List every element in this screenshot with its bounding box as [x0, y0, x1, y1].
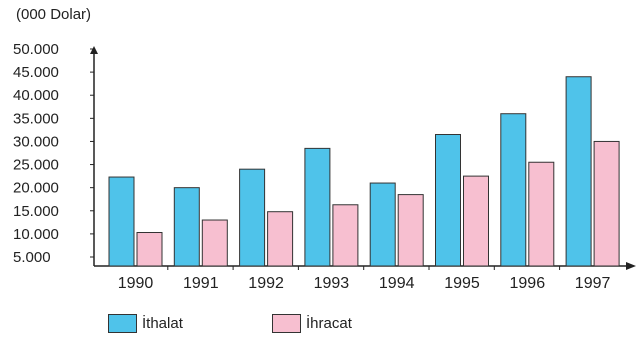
- y-unit-label: (000 Dolar): [16, 6, 92, 23]
- x-tick-label: 1991: [183, 275, 219, 292]
- x-axis-arrow: [626, 262, 636, 270]
- legend-item-ihracat: İhracat: [272, 314, 352, 333]
- x-tick-label: 1996: [510, 275, 546, 292]
- legend-item-ithalat: İthalat: [108, 314, 183, 333]
- bar-ithalat: [108, 176, 135, 267]
- x-tick-label: 1993: [314, 275, 350, 292]
- y-tick-label: 20.000: [13, 180, 59, 197]
- bar-ithalat: [173, 187, 200, 267]
- bar-ithalat: [369, 182, 396, 267]
- bar-ithalat: [239, 168, 266, 267]
- bar-ithalat: [500, 113, 527, 267]
- x-tick-label: 1997: [575, 275, 611, 292]
- bar-ihracat: [463, 175, 489, 267]
- x-tick-label: 1994: [379, 275, 415, 292]
- bar-ithalat: [565, 76, 592, 267]
- x-tick-label: 1995: [444, 275, 480, 292]
- y-tick-label: 50.000: [13, 41, 59, 58]
- y-axis-arrow: [90, 46, 98, 54]
- y-tick-label: 5.000: [13, 249, 51, 266]
- y-tick-label: 40.000: [13, 87, 59, 104]
- bar-ihracat: [528, 161, 555, 267]
- y-tick-label: 30.000: [13, 133, 59, 150]
- y-tick-label: 10.000: [13, 226, 59, 243]
- x-tick-label: 1992: [248, 275, 284, 292]
- bar-ihracat: [201, 219, 228, 267]
- bar-ihracat: [332, 204, 359, 267]
- y-axis: 5.000 10.000 15.000 20.000 25.000 30.000 35.00…: [13, 41, 98, 266]
- legend-label-ithalat: İthalat: [142, 315, 183, 332]
- x-tick-label: 1990: [118, 275, 154, 292]
- bar-ihracat: [593, 140, 620, 267]
- y-tick-label: 45.000: [13, 64, 59, 81]
- bar-ithalat: [435, 134, 461, 267]
- bar-ihracat: [397, 194, 424, 267]
- y-tick-label: 25.000: [13, 157, 59, 174]
- bars: [108, 76, 620, 267]
- y-tick-label: 35.000: [13, 110, 59, 127]
- legend-swatch-ihracat: [272, 314, 301, 333]
- bar-ihracat: [136, 232, 163, 267]
- legend-swatch-ithalat: [108, 314, 137, 333]
- legend-label-ihracat: İhracat: [306, 315, 352, 332]
- y-tick-label: 15.000: [13, 203, 59, 220]
- bar-ihracat: [267, 211, 294, 267]
- bar-ithalat: [304, 147, 331, 267]
